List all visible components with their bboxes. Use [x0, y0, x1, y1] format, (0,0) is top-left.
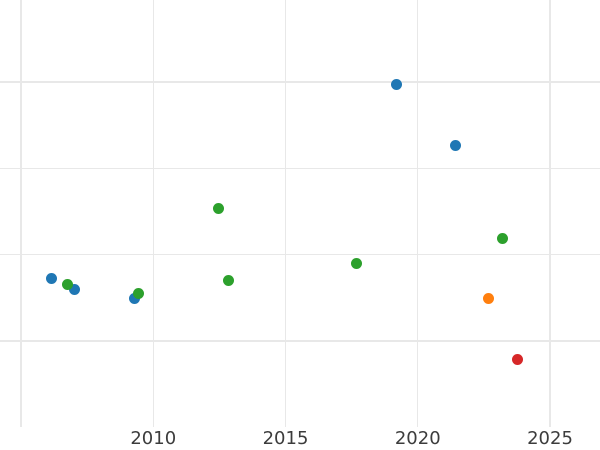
data-point-series-blue	[449, 139, 461, 151]
x-tick-label-2025: 2025	[527, 428, 573, 449]
vertical-gridline	[284, 0, 287, 428]
data-point-series-green	[351, 257, 363, 269]
data-point-series-blue	[46, 272, 58, 284]
data-point-series-blue	[69, 283, 81, 295]
x-tick-label-2020: 2020	[394, 428, 441, 449]
data-point-series-green	[212, 203, 224, 215]
vertical-gridline	[549, 0, 551, 428]
horizontal-gridline	[0, 254, 600, 256]
data-point-series-blue	[390, 79, 402, 91]
data-point-series-green	[497, 232, 509, 244]
data-point-series-green	[61, 279, 73, 291]
horizontal-gridline	[0, 81, 600, 83]
horizontal-gridline	[0, 167, 600, 170]
vertical-gridline	[417, 0, 419, 428]
vertical-gridline	[152, 0, 154, 428]
data-point-series-green	[222, 275, 234, 287]
data-point-series-orange	[483, 293, 495, 305]
x-tick-label-2010: 2010	[130, 428, 177, 449]
data-point-series-red	[511, 353, 523, 365]
vertical-gridline	[20, 0, 22, 428]
data-point-series-blue	[129, 293, 141, 305]
x-tick-label-2015: 2015	[262, 428, 309, 449]
data-point-series-green	[133, 288, 145, 300]
horizontal-gridline	[0, 340, 600, 342]
